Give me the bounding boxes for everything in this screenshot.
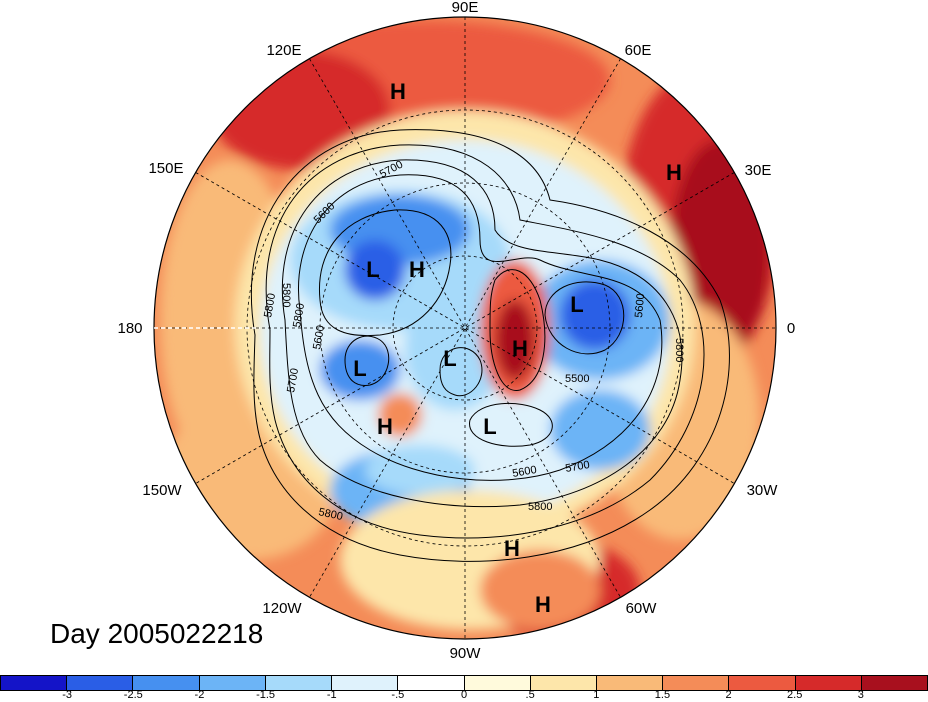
contour-label: 5800: [317, 506, 343, 523]
colorbar-swatch: [530, 676, 597, 690]
colorbar-swatch: [332, 676, 399, 690]
colorbar-swatch: [199, 676, 266, 690]
contour-label: 5700: [564, 459, 590, 475]
colorbar-tick-label: 2.5: [787, 689, 803, 701]
contour-label: 5800: [528, 501, 552, 513]
lon-label-180: 180: [117, 320, 142, 337]
low-marker: L: [483, 414, 496, 439]
colorbar-tick-label: -1: [326, 689, 337, 701]
colorbar-tick-label: 1.5: [654, 689, 671, 701]
colorbar: [0, 675, 928, 691]
map-title: Day 2005022218: [50, 618, 264, 649]
colorbar-tick-label: -2: [194, 689, 205, 701]
graticule: [154, 17, 776, 639]
contour-label: 5800: [262, 292, 278, 318]
colorbar-swatch: [67, 676, 134, 690]
low-marker: L: [366, 257, 379, 282]
lon-label-90w: 90W: [450, 645, 482, 662]
colorbar-tick-label: -1.5: [256, 689, 276, 701]
colorbar-swatch: [729, 676, 796, 690]
high-marker: H: [535, 592, 551, 617]
colorbar-tick-label: .5: [525, 689, 535, 701]
contour-label: 5800: [280, 283, 292, 307]
polar-map: 90E 60E 30E 0 30W 60W 90W 120W 150W 180 …: [117, 0, 795, 662]
high-marker: H: [377, 414, 393, 439]
colorbar-swatch: [464, 676, 531, 690]
colorbar-swatch: [795, 676, 862, 690]
contour-label: 5600: [511, 464, 537, 480]
contour-label: 5800: [673, 338, 685, 362]
colorbar-swatch: [663, 676, 730, 690]
colorbar-tick-label: -.5: [391, 689, 405, 701]
colorbar-tick-label: -2.5: [123, 689, 143, 701]
high-marker: H: [666, 160, 682, 185]
contour-label: 5600: [311, 324, 327, 350]
colorbar-tick-label: 1: [593, 689, 600, 701]
colorbar-tick-label: 0: [460, 689, 468, 701]
lon-label-120w: 120W: [262, 600, 302, 617]
colorbar-tick-label: -3: [62, 689, 73, 701]
low-marker: L: [353, 356, 366, 381]
lon-label-30e: 30E: [745, 162, 772, 179]
colorbar-swatch: [861, 676, 928, 690]
high-marker: H: [409, 257, 425, 282]
lon-label-30w: 30W: [747, 482, 779, 499]
lon-label-90e: 90E: [452, 0, 479, 16]
lon-label-60w: 60W: [626, 600, 658, 617]
lon-label-60e: 60E: [625, 42, 652, 59]
low-marker: L: [443, 346, 456, 371]
contour-label: 5800: [291, 302, 307, 328]
lon-label-120e: 120E: [266, 42, 301, 59]
colorbar-swatch: [265, 676, 333, 690]
lon-label-150w: 150W: [142, 482, 182, 499]
pressure-centers: H H L H L H L L H L H H: [353, 79, 682, 617]
colorbar-swatch: [398, 676, 465, 690]
lon-label-0: 0: [787, 320, 795, 337]
contour-label: 5500: [565, 373, 589, 385]
high-marker: H: [512, 336, 528, 361]
contour-lines: [250, 129, 730, 562]
high-marker: H: [504, 536, 520, 561]
colorbar-tick-label: 2: [725, 689, 732, 701]
colorbar-swatch: [133, 676, 200, 690]
high-marker: H: [390, 79, 406, 104]
contour-label: 5700: [285, 367, 301, 393]
low-marker: L: [570, 292, 583, 317]
colorbar-swatch: [1, 676, 68, 690]
contour-label: 5600: [633, 293, 647, 318]
colorbar-swatch: [596, 676, 664, 690]
lon-label-150e: 150E: [148, 160, 183, 177]
anomaly-field: [154, 17, 776, 639]
colorbar-tick-label: 3: [857, 689, 864, 701]
longitude-labels: 90E 60E 30E 0 30W 60W 90W 120W 150W 180 …: [117, 0, 795, 662]
